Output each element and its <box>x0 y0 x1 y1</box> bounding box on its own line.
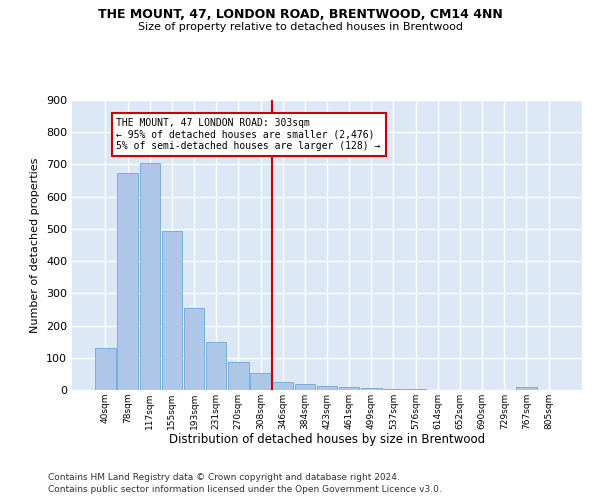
Bar <box>161 231 182 390</box>
Text: Contains HM Land Registry data © Crown copyright and database right 2024.: Contains HM Land Registry data © Crown c… <box>48 472 400 482</box>
Bar <box>250 373 271 390</box>
Bar <box>516 388 536 390</box>
Bar <box>339 388 359 390</box>
Bar <box>272 382 293 390</box>
Bar <box>361 388 382 390</box>
Bar <box>317 386 337 390</box>
Bar <box>184 308 204 390</box>
Text: THE MOUNT, 47, LONDON ROAD, BRENTWOOD, CM14 4NN: THE MOUNT, 47, LONDON ROAD, BRENTWOOD, C… <box>98 8 502 20</box>
Y-axis label: Number of detached properties: Number of detached properties <box>31 158 40 332</box>
Bar <box>228 362 248 390</box>
Bar <box>295 384 315 390</box>
Text: THE MOUNT, 47 LONDON ROAD: 303sqm
← 95% of detached houses are smaller (2,476)
5: THE MOUNT, 47 LONDON ROAD: 303sqm ← 95% … <box>116 118 381 151</box>
Bar <box>383 389 404 390</box>
Text: Contains public sector information licensed under the Open Government Licence v3: Contains public sector information licen… <box>48 485 442 494</box>
Text: Size of property relative to detached houses in Brentwood: Size of property relative to detached ho… <box>137 22 463 32</box>
Bar <box>95 348 116 390</box>
Text: Distribution of detached houses by size in Brentwood: Distribution of detached houses by size … <box>169 432 485 446</box>
Bar <box>118 172 138 390</box>
Bar <box>140 163 160 390</box>
Bar <box>206 342 226 390</box>
